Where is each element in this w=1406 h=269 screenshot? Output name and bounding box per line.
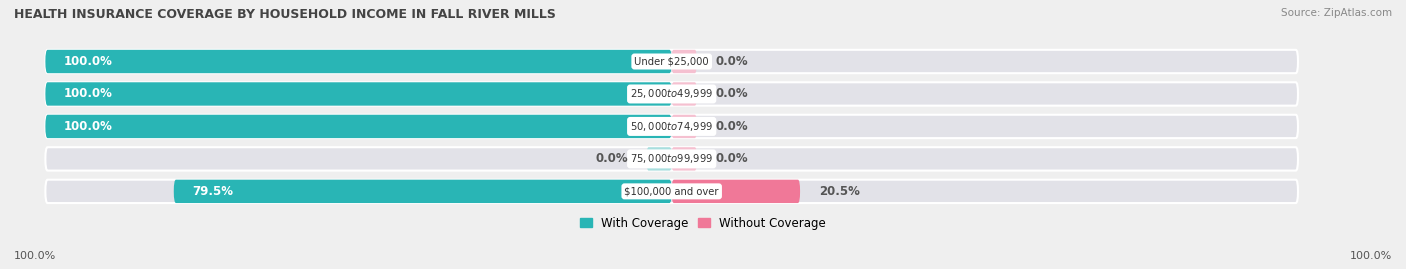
FancyBboxPatch shape (45, 50, 672, 73)
Text: 100.0%: 100.0% (65, 55, 112, 68)
FancyBboxPatch shape (672, 50, 697, 73)
FancyBboxPatch shape (174, 180, 672, 203)
Text: 0.0%: 0.0% (716, 153, 748, 165)
Text: $50,000 to $74,999: $50,000 to $74,999 (630, 120, 713, 133)
Text: $100,000 and over: $100,000 and over (624, 186, 718, 196)
FancyBboxPatch shape (672, 115, 697, 138)
Text: 0.0%: 0.0% (716, 55, 748, 68)
Text: 0.0%: 0.0% (716, 120, 748, 133)
Text: $75,000 to $99,999: $75,000 to $99,999 (630, 153, 713, 165)
Text: 0.0%: 0.0% (595, 153, 628, 165)
FancyBboxPatch shape (45, 147, 1298, 171)
Text: 20.5%: 20.5% (818, 185, 859, 198)
FancyBboxPatch shape (45, 115, 672, 138)
FancyBboxPatch shape (45, 50, 1298, 73)
Text: HEALTH INSURANCE COVERAGE BY HOUSEHOLD INCOME IN FALL RIVER MILLS: HEALTH INSURANCE COVERAGE BY HOUSEHOLD I… (14, 8, 555, 21)
Text: Source: ZipAtlas.com: Source: ZipAtlas.com (1281, 8, 1392, 18)
Text: 100.0%: 100.0% (65, 120, 112, 133)
FancyBboxPatch shape (45, 82, 672, 106)
Text: Under $25,000: Under $25,000 (634, 56, 709, 66)
FancyBboxPatch shape (672, 82, 697, 106)
FancyBboxPatch shape (672, 147, 697, 171)
Text: 100.0%: 100.0% (65, 87, 112, 100)
FancyBboxPatch shape (647, 147, 672, 171)
Text: 0.0%: 0.0% (716, 87, 748, 100)
FancyBboxPatch shape (45, 180, 1298, 203)
Text: 100.0%: 100.0% (1350, 251, 1392, 261)
Text: 79.5%: 79.5% (193, 185, 233, 198)
FancyBboxPatch shape (45, 82, 1298, 106)
Text: $25,000 to $49,999: $25,000 to $49,999 (630, 87, 713, 100)
FancyBboxPatch shape (45, 115, 1298, 138)
Legend: With Coverage, Without Coverage: With Coverage, Without Coverage (579, 217, 827, 230)
FancyBboxPatch shape (672, 180, 800, 203)
Text: 100.0%: 100.0% (14, 251, 56, 261)
